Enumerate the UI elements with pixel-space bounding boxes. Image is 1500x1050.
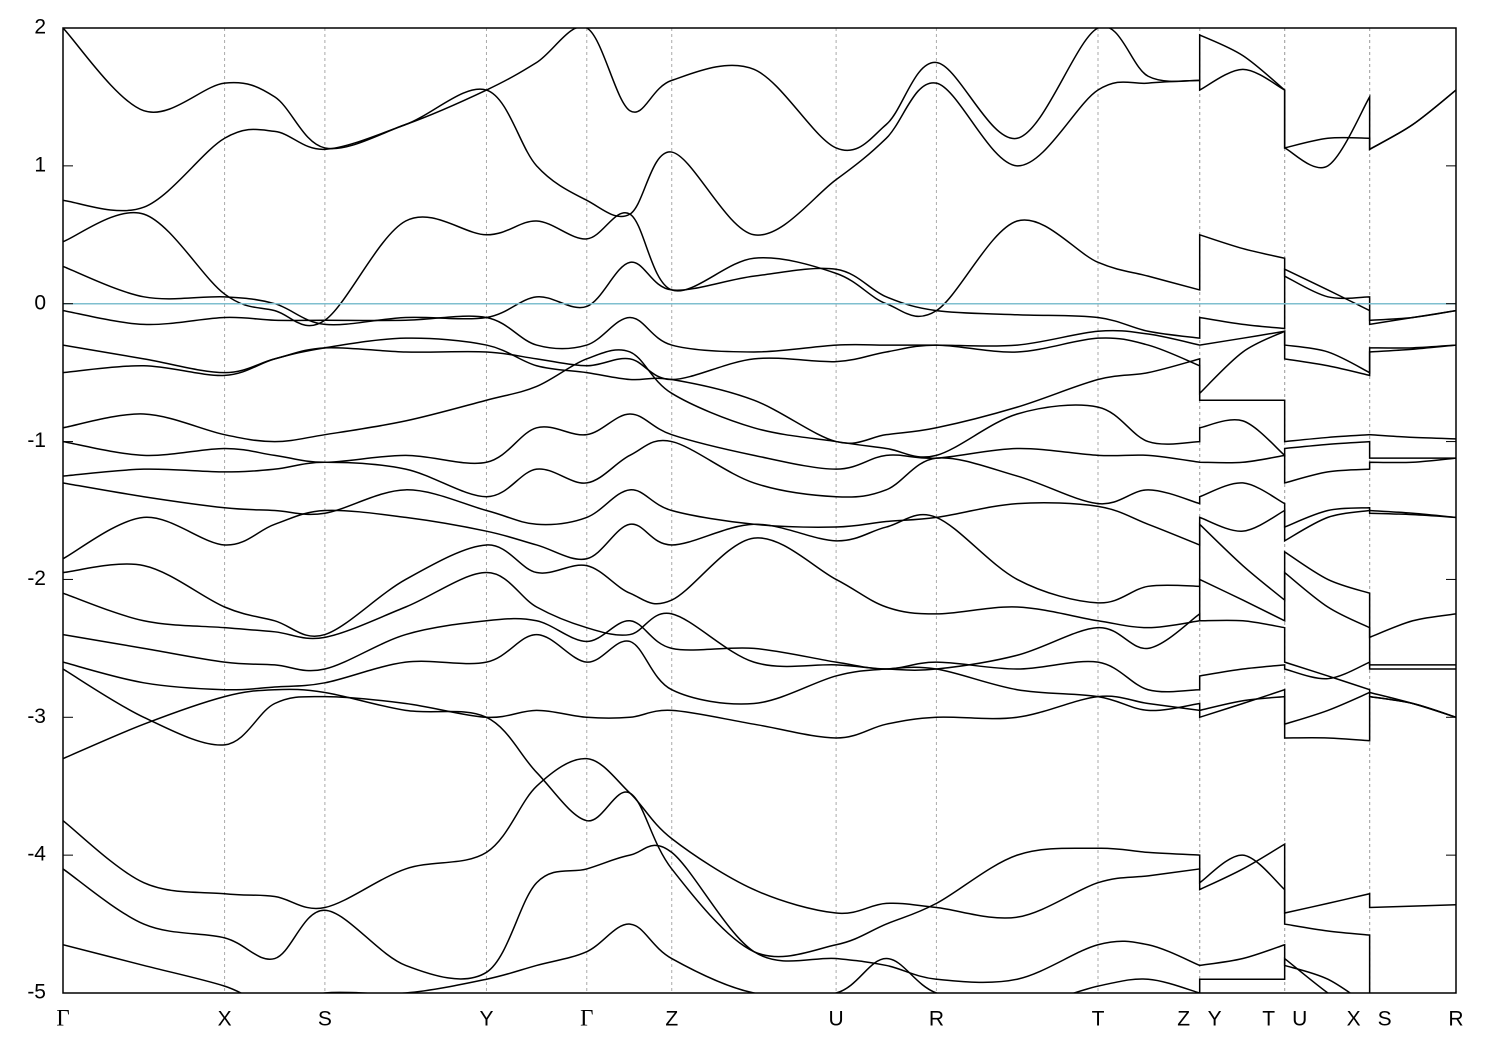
band-line <box>63 337 1456 444</box>
band-line <box>63 617 1456 693</box>
band-line <box>63 571 1456 719</box>
band-line <box>63 633 1456 726</box>
band-line <box>63 482 1456 547</box>
y-tick-label: 1 <box>34 153 46 176</box>
band-line <box>63 28 1456 169</box>
band-line <box>63 330 1456 396</box>
x-tick-label: T <box>1262 1008 1275 1031</box>
x-tick-label: R <box>929 1008 944 1031</box>
x-tick-label: X <box>1347 1008 1361 1031</box>
x-tick-label: Γ <box>56 1005 69 1030</box>
x-tick-label: S <box>1378 1008 1392 1031</box>
band-line <box>63 413 1456 484</box>
x-tick-label: T <box>1092 1008 1105 1031</box>
x-tick-label: Z <box>665 1008 678 1031</box>
x-tick-label: X <box>218 1008 232 1031</box>
band-line <box>63 261 1456 340</box>
x-tick-label: Z <box>1177 1008 1190 1031</box>
plot-frame <box>62 27 1457 994</box>
x-tick-label: U <box>829 1008 844 1031</box>
x-tick-label: R <box>1448 1008 1463 1031</box>
band-line <box>63 688 1456 958</box>
band-line <box>63 757 1456 993</box>
y-tick-label: 2 <box>34 16 46 39</box>
bands <box>63 28 1456 993</box>
y-tick-label: -3 <box>27 705 46 728</box>
band-line <box>63 309 1456 374</box>
x-tick-label: Y <box>479 1008 493 1031</box>
y-tick-label: -5 <box>27 981 46 1004</box>
y-tick-label: 0 <box>34 291 46 314</box>
band-line <box>63 439 1456 529</box>
band-line <box>63 509 1456 639</box>
y-tick-label: -2 <box>27 567 46 590</box>
x-tick-label: Y <box>1208 1008 1222 1031</box>
band-line <box>63 668 1456 746</box>
grid <box>224 28 1371 993</box>
y-tick-label: -1 <box>27 429 46 452</box>
band-line <box>63 349 1456 459</box>
x-tick-label: U <box>1292 1008 1307 1031</box>
band-line <box>63 844 1352 993</box>
band-line <box>63 923 1330 993</box>
x-tick-label: Γ <box>580 1005 593 1030</box>
y-tick-label: -4 <box>27 843 46 866</box>
band-line <box>63 68 1456 236</box>
band-line <box>63 537 1456 670</box>
band-line <box>63 211 1456 327</box>
x-tick-label: S <box>318 1008 332 1031</box>
